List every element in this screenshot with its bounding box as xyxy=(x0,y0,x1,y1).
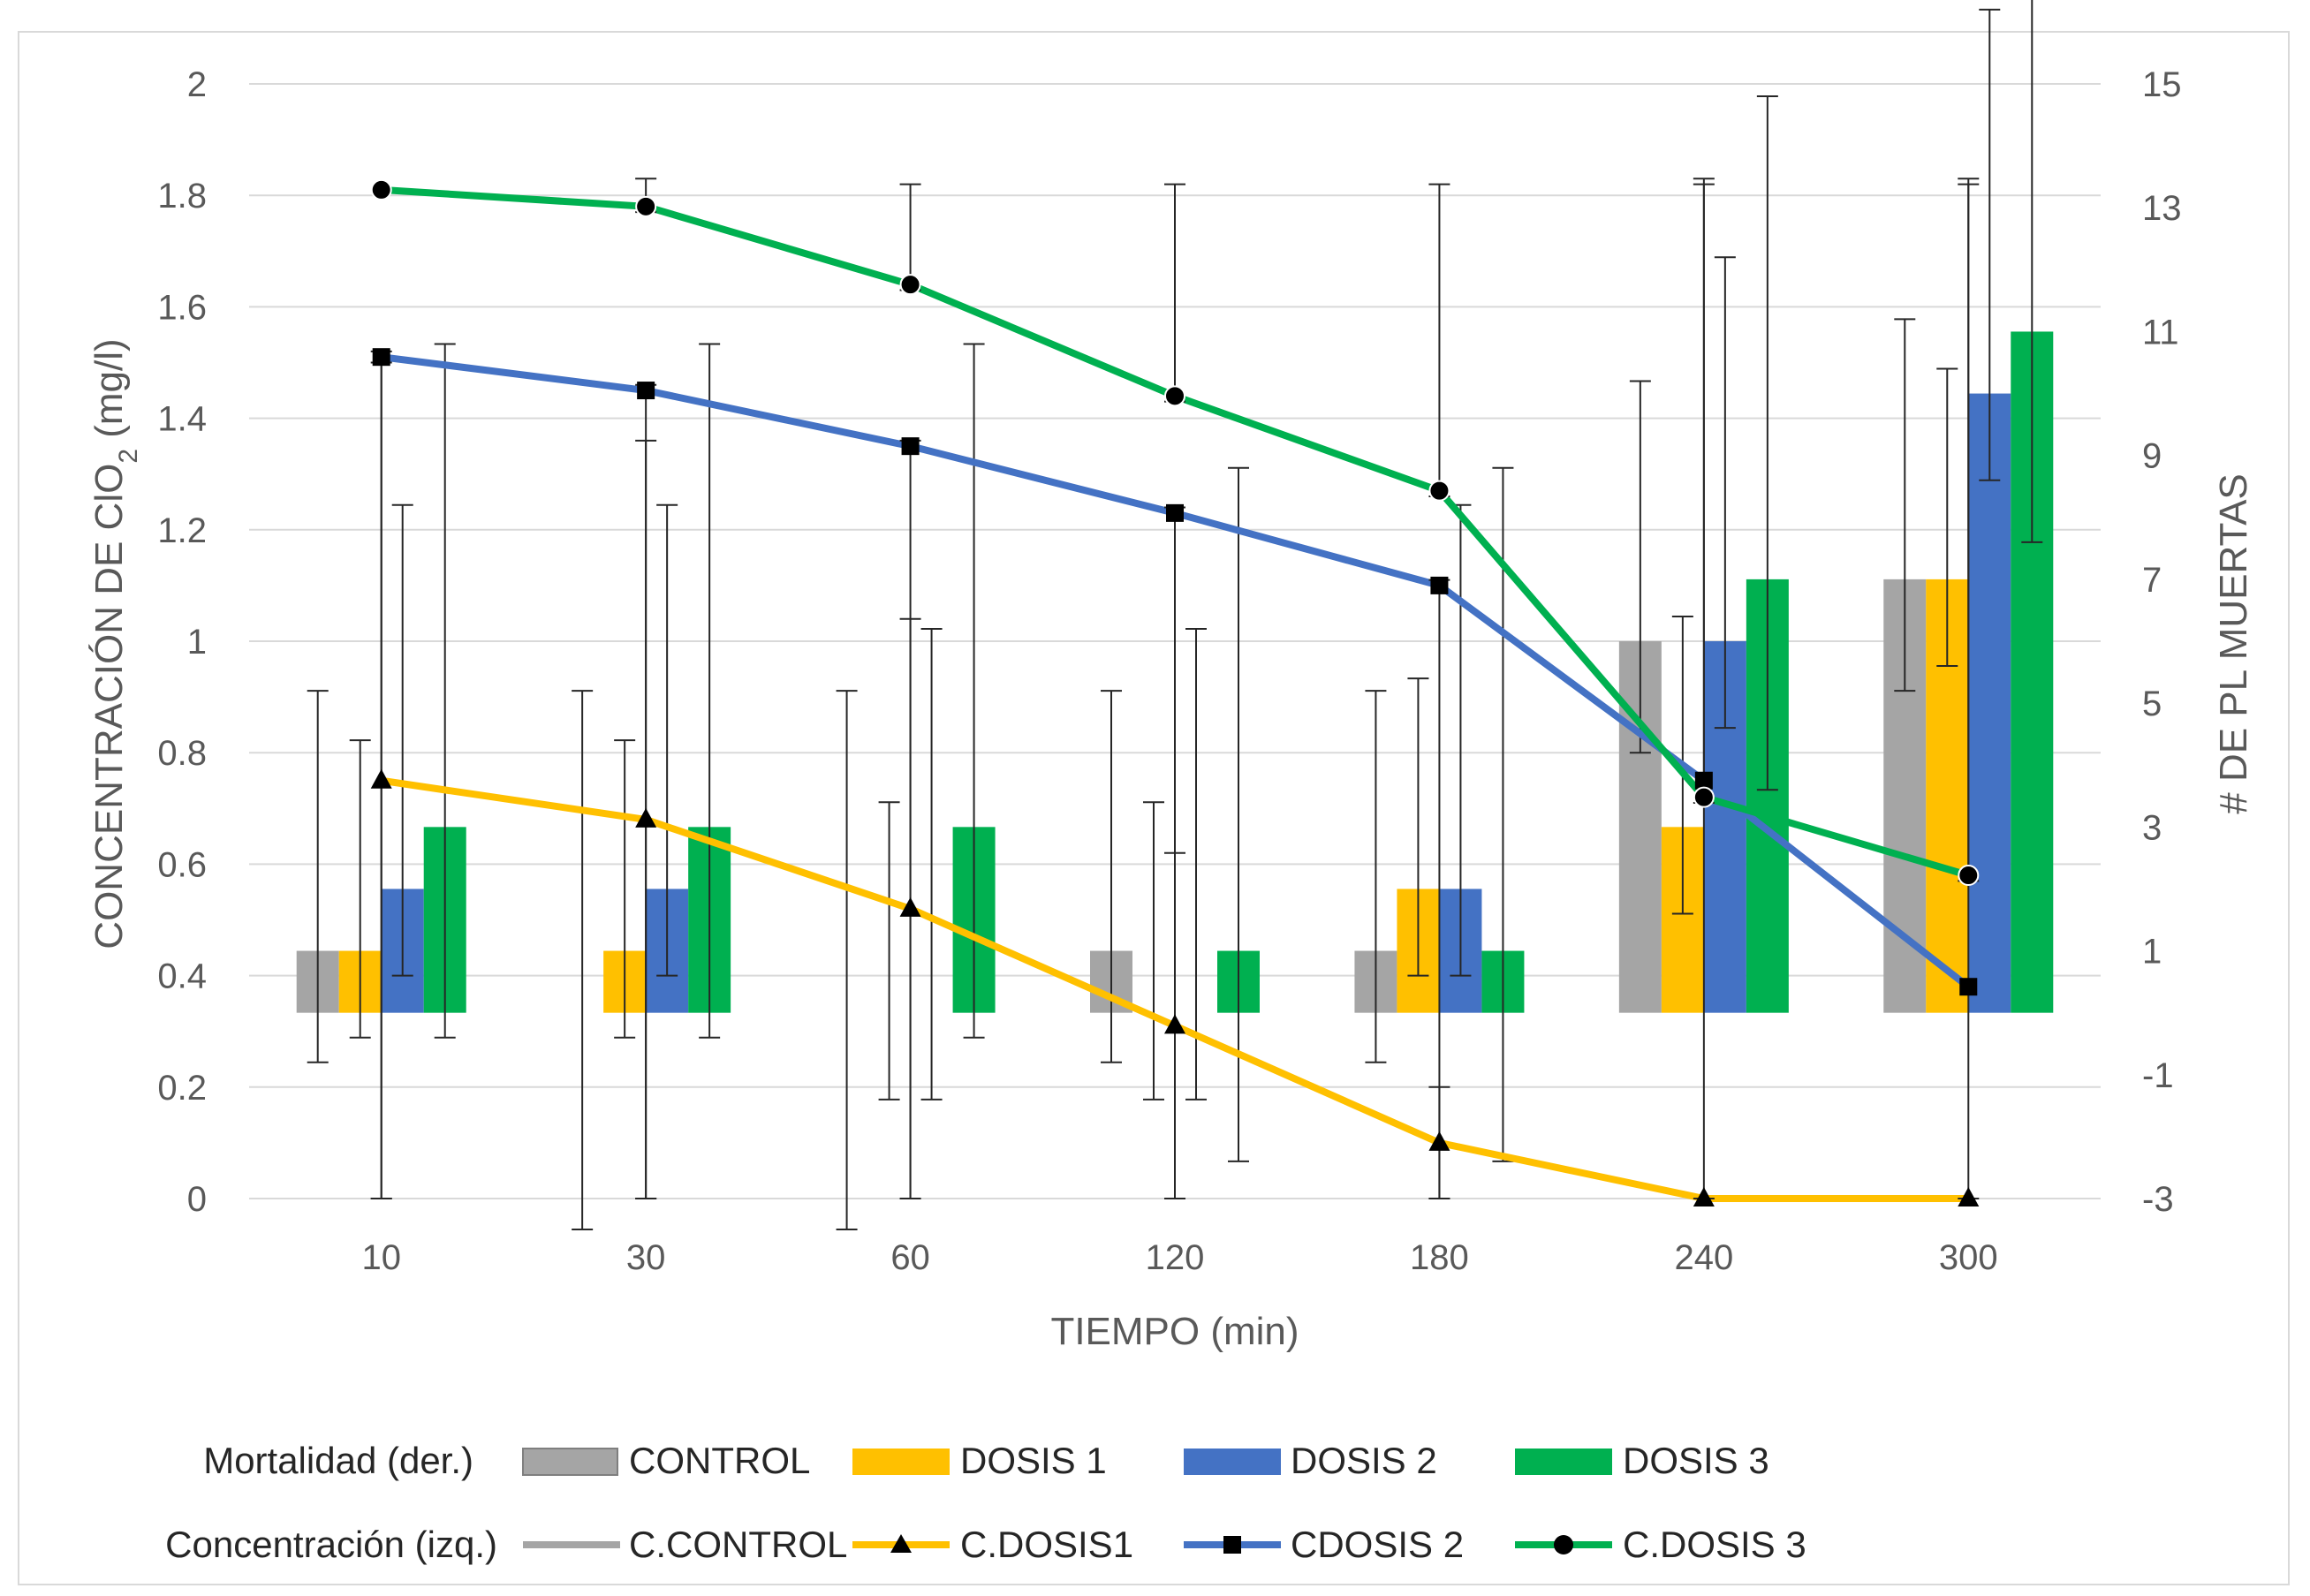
y-left-tick-label: 1.2 xyxy=(157,511,207,550)
legend-swatch-dosis-1 xyxy=(852,1449,950,1475)
legend-label-dosis-2: DOSIS 2 xyxy=(1291,1440,1437,1481)
triangle-marker xyxy=(635,807,657,828)
square-marker xyxy=(1959,978,1978,996)
y-right-tick-label: -1 xyxy=(2142,1056,2174,1095)
circle-marker xyxy=(1164,385,1185,407)
x-tick-label: 300 xyxy=(1939,1238,1998,1277)
legend-label-control: CONTROL xyxy=(629,1440,810,1481)
legend-item-c-dosis-3: C.DOSIS 3 xyxy=(1515,1524,1806,1565)
legend-label-c-dosis1: C.DOSIS1 xyxy=(960,1524,1133,1565)
circle-marker xyxy=(635,195,657,217)
legend-marker-triangle xyxy=(890,1534,912,1553)
triangle-marker xyxy=(1693,1187,1715,1206)
y-left-title-part: CONCENTRACIÓN DE ClO xyxy=(87,464,131,949)
bar xyxy=(1968,393,2011,1013)
circle-marker xyxy=(1428,480,1450,502)
triangle-marker xyxy=(370,768,392,789)
legend-label-cdosis-2: CDOSIS 2 xyxy=(1291,1524,1464,1565)
square-marker xyxy=(1694,771,1713,790)
x-tick-label: 30 xyxy=(626,1238,666,1277)
circle-marker xyxy=(370,178,392,200)
legend-item-c-control: C.CONTROL xyxy=(523,1524,847,1565)
y-left-tick-label: 0.2 xyxy=(157,1069,207,1108)
y-left-tick-label: 2 xyxy=(187,65,207,104)
legend-label-c-dosis-3: C.DOSIS 3 xyxy=(1623,1524,1806,1565)
triangle-marker xyxy=(899,896,921,917)
legend-marker-circle xyxy=(1554,1535,1573,1554)
y-left-tick-label: 0.4 xyxy=(157,957,207,996)
triangle-marker xyxy=(1958,1187,1980,1206)
y-left-tick-label: 1 xyxy=(187,623,207,662)
legend-label-dosis-1: DOSIS 1 xyxy=(960,1440,1107,1481)
y-left-title-part: (mg/l) xyxy=(87,338,131,449)
legend-label-dosis-3: DOSIS 3 xyxy=(1623,1440,1769,1481)
legend-label-c-control: C.CONTROL xyxy=(629,1524,847,1565)
x-tick-label: 10 xyxy=(361,1238,401,1277)
legend-item-control: CONTROL xyxy=(522,1440,810,1481)
y-right-tick-label: 3 xyxy=(2142,808,2162,847)
legend-item-dosis-1: DOSIS 1 xyxy=(852,1440,1107,1481)
y-left-tick-label: 1.8 xyxy=(157,177,207,216)
y-right-tick-label: 13 xyxy=(2142,189,2182,228)
y-right-tick-label: 9 xyxy=(2142,437,2162,476)
legend-item-cdosis-2: CDOSIS 2 xyxy=(1184,1524,1464,1565)
circle-marker xyxy=(899,274,921,296)
legend-swatch-dosis-2 xyxy=(1184,1449,1281,1475)
y-left-tick-label: 1.4 xyxy=(157,400,207,439)
legend-item-c-dosis1: C.DOSIS1 xyxy=(852,1524,1133,1565)
legend-swatch-control xyxy=(522,1448,618,1476)
legend-item-dosis-3: DOSIS 3 xyxy=(1515,1440,1769,1481)
y-left-tick-label: 0 xyxy=(187,1180,207,1219)
y-right-axis-title: # DE PL MUERTAS xyxy=(2212,473,2255,814)
legend-lines-title: Concentración (izq.) xyxy=(165,1524,497,1565)
y-left-axis-title: CONCENTRACIÓN DE ClO2 (mg/l) xyxy=(87,338,143,949)
x-tick-label: 180 xyxy=(1410,1238,1469,1277)
y-left-tick-label: 1.6 xyxy=(157,288,207,327)
triangle-marker xyxy=(1164,1014,1185,1034)
y-left-tick-label: 0.8 xyxy=(157,734,207,773)
line-markers xyxy=(370,178,1980,1206)
square-marker xyxy=(901,437,920,456)
bar-error-bars xyxy=(307,0,2043,1231)
y-right-tick-label: 7 xyxy=(2142,561,2162,600)
y-left-title-subscript: 2 xyxy=(114,449,143,464)
y-right-tick-label: -3 xyxy=(2142,1180,2174,1219)
square-marker xyxy=(1166,503,1184,522)
circle-marker xyxy=(1958,865,1980,887)
tick-labels: 00.20.40.60.811.21.41.61.82-3-1135791113… xyxy=(157,65,2181,1277)
legend-swatch-dosis-3 xyxy=(1515,1449,1612,1475)
y-right-tick-label: 1 xyxy=(2142,933,2162,972)
square-marker xyxy=(372,348,390,367)
y-right-tick-label: 11 xyxy=(2142,313,2179,352)
square-marker xyxy=(1430,576,1449,594)
circle-marker xyxy=(1693,786,1715,808)
y-right-tick-label: 15 xyxy=(2142,65,2182,104)
y-left-tick-label: 0.6 xyxy=(157,845,207,884)
x-tick-label: 60 xyxy=(890,1238,930,1277)
x-axis-title: TIEMPO (min) xyxy=(1050,1310,1299,1353)
legend-marker-square xyxy=(1223,1536,1241,1554)
legend-item-dosis-2: DOSIS 2 xyxy=(1184,1440,1437,1481)
triangle-marker xyxy=(1428,1131,1450,1151)
legend: Mortalidad (der.) Concentración (izq.) C… xyxy=(165,1440,1806,1565)
legend-bars-title: Mortalidad (der.) xyxy=(203,1440,473,1481)
y-right-tick-label: 5 xyxy=(2142,685,2162,723)
x-tick-label: 240 xyxy=(1674,1238,1733,1277)
square-marker xyxy=(637,382,655,400)
x-tick-label: 120 xyxy=(1146,1238,1205,1277)
